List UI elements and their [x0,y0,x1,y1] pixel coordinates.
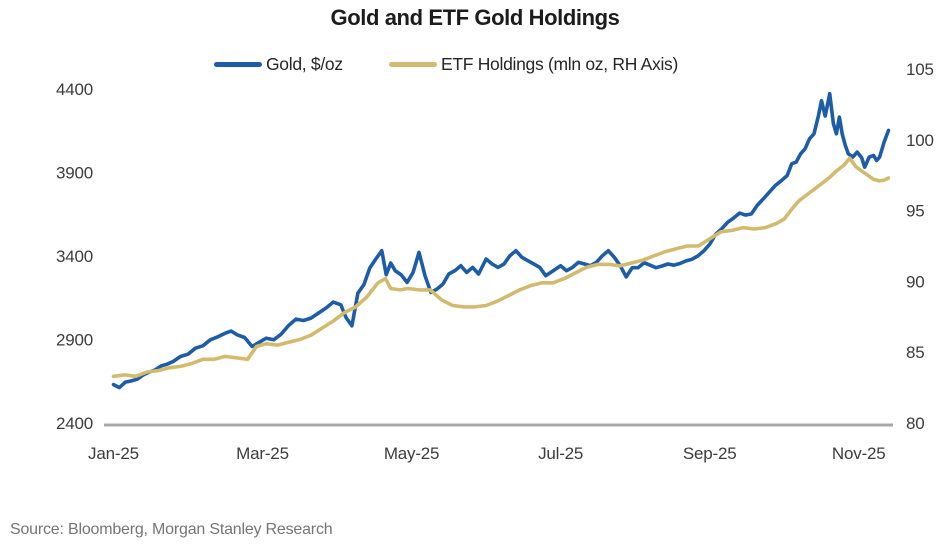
right-axis-tick-label: 100 [906,131,934,150]
left-axis-tick-label: 4400 [56,80,93,99]
left-axis-tick-label: 3400 [56,247,93,266]
x-axis-tick-label: Jul-25 [538,444,583,463]
right-axis-tick-label: 105 [906,60,934,79]
source-note: Source: Bloomberg, Morgan Stanley Resear… [10,521,333,538]
x-axis-tick-label: Sep-25 [683,444,737,463]
etf-legend-label: ETF Holdings (mln oz, RH Axis) [441,53,679,74]
legend-item-gold: Gold, $/oz [214,53,343,75]
right-axis-tick-label: 85 [906,343,925,362]
chart-title: Gold and ETF Gold Holdings [330,5,620,30]
gold-line-series [111,91,891,390]
x-axis-tick-label: May-25 [384,444,440,463]
etf-holdings-line-series [111,156,891,379]
right-axis-tick-label: 95 [906,202,925,221]
gold-legend-label: Gold, $/oz [266,53,343,74]
etf-legend-line-icon [389,61,437,67]
x-axis-tick-label: Jan-25 [88,444,139,463]
right-axis-tick-label: 80 [906,414,925,433]
x-axis-tick-label: Mar-25 [236,444,289,463]
gold-legend-line-icon [214,61,262,67]
left-axis-tick-label: 2400 [56,414,93,433]
chart-canvas: 2400 2900 3400 3900 4400 80 85 90 95 100 105 Jan-25… [56,60,934,463]
right-axis-tick-label: 90 [906,272,925,291]
legend-item-etf-holdings: ETF Holdings (mln oz, RH Axis) [389,53,678,75]
left-axis-tick-label: 2900 [56,331,93,350]
left-axis-tick-label: 3900 [56,164,93,183]
x-axis-tick-label: Nov-25 [832,444,886,463]
